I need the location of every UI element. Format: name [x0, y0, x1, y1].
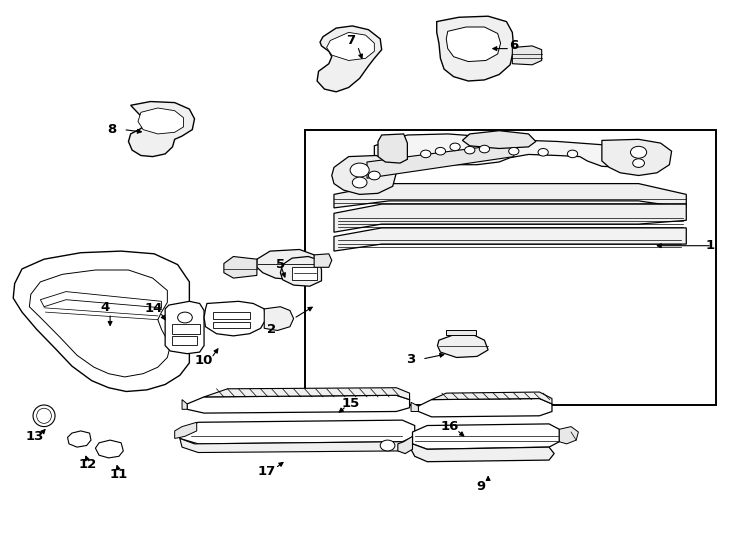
Polygon shape	[327, 32, 374, 60]
Circle shape	[538, 148, 548, 156]
Circle shape	[350, 163, 369, 177]
Polygon shape	[378, 134, 407, 163]
Bar	[213, 322, 250, 328]
Polygon shape	[204, 388, 410, 400]
Polygon shape	[411, 444, 554, 462]
Text: 17: 17	[258, 465, 275, 478]
Polygon shape	[187, 395, 410, 413]
Polygon shape	[462, 131, 536, 149]
Polygon shape	[446, 330, 476, 335]
Polygon shape	[280, 256, 321, 286]
Bar	[172, 336, 197, 345]
Circle shape	[435, 147, 446, 155]
Circle shape	[450, 143, 460, 151]
Text: 8: 8	[108, 123, 117, 136]
Polygon shape	[182, 400, 187, 409]
Polygon shape	[437, 335, 488, 357]
Text: 12: 12	[79, 458, 97, 471]
Bar	[213, 312, 250, 319]
Text: 13: 13	[26, 430, 45, 443]
Circle shape	[352, 177, 367, 188]
Polygon shape	[332, 156, 396, 194]
Text: 10: 10	[195, 354, 214, 367]
Polygon shape	[398, 436, 413, 454]
Polygon shape	[128, 102, 195, 157]
Polygon shape	[413, 424, 559, 449]
Circle shape	[465, 146, 475, 154]
Polygon shape	[334, 204, 686, 232]
Polygon shape	[559, 427, 578, 444]
Text: 4: 4	[101, 301, 109, 314]
Bar	[172, 324, 200, 334]
Bar	[305, 130, 716, 405]
Text: 5: 5	[276, 258, 285, 271]
Polygon shape	[432, 392, 552, 404]
Polygon shape	[446, 27, 501, 62]
Polygon shape	[224, 256, 257, 278]
Text: 7: 7	[346, 34, 355, 47]
Circle shape	[509, 147, 519, 155]
Polygon shape	[374, 134, 642, 167]
Polygon shape	[334, 184, 686, 208]
Circle shape	[633, 159, 644, 167]
Circle shape	[631, 146, 647, 158]
Polygon shape	[95, 440, 123, 458]
Text: 6: 6	[509, 39, 518, 52]
Circle shape	[567, 150, 578, 158]
Polygon shape	[138, 108, 184, 134]
Polygon shape	[317, 26, 382, 92]
Text: 11: 11	[110, 468, 128, 481]
Polygon shape	[264, 307, 294, 330]
Polygon shape	[411, 402, 418, 411]
Polygon shape	[602, 139, 672, 176]
Polygon shape	[175, 422, 197, 438]
Text: 14: 14	[145, 302, 164, 315]
Polygon shape	[314, 254, 332, 267]
Polygon shape	[512, 46, 542, 65]
Polygon shape	[437, 16, 514, 81]
Text: 16: 16	[440, 420, 459, 433]
Text: 2: 2	[267, 323, 276, 336]
Polygon shape	[180, 438, 402, 453]
Polygon shape	[68, 431, 91, 447]
Bar	[292, 267, 317, 280]
Circle shape	[368, 171, 380, 180]
Text: 15: 15	[342, 397, 360, 410]
Polygon shape	[334, 228, 686, 251]
Circle shape	[421, 150, 431, 158]
Text: 9: 9	[476, 480, 485, 492]
Polygon shape	[257, 249, 317, 280]
Ellipse shape	[33, 405, 55, 427]
Circle shape	[380, 440, 395, 451]
Text: 1: 1	[706, 239, 715, 252]
Polygon shape	[204, 301, 266, 336]
Polygon shape	[367, 143, 514, 178]
Polygon shape	[418, 399, 552, 417]
Circle shape	[178, 312, 192, 323]
Circle shape	[479, 145, 490, 153]
Text: 3: 3	[407, 353, 415, 366]
Polygon shape	[165, 301, 204, 354]
Polygon shape	[180, 420, 415, 444]
Polygon shape	[13, 251, 189, 392]
